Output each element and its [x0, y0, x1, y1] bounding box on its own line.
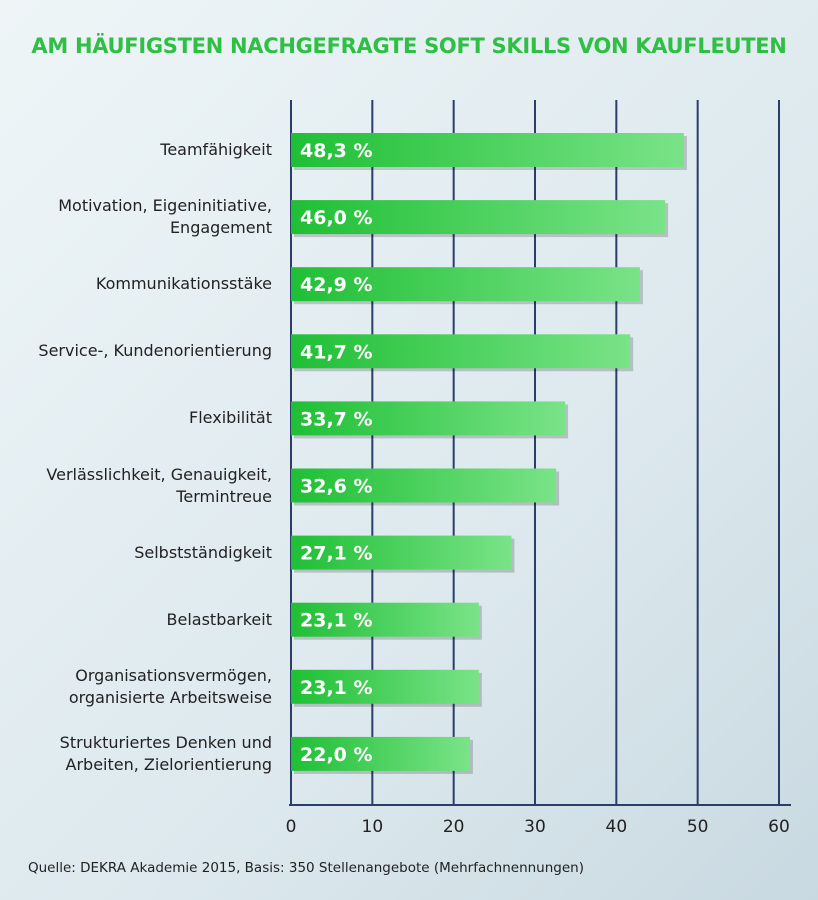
value-label: 22,0 % — [300, 744, 373, 766]
category-label: Selbstständigkeit — [134, 542, 272, 562]
value-label: 27,1 % — [300, 543, 373, 565]
x-tick-label: 20 — [443, 817, 465, 837]
x-tick-label: 50 — [687, 817, 709, 837]
value-label: 48,3 % — [300, 140, 373, 162]
category-label: Organisationsvermögen, organisierte Arbe… — [68, 665, 272, 707]
category-label: Teamfähigkeit — [160, 140, 272, 159]
bar — [291, 133, 684, 167]
bar — [291, 401, 566, 436]
value-label: 23,1 % — [300, 610, 373, 632]
category-label: Kommunikationsstäke — [95, 274, 272, 294]
x-tick-label: 10 — [362, 817, 384, 837]
value-label: 33,7 % — [300, 408, 373, 430]
x-tick-label: 30 — [524, 817, 546, 837]
chart-title: AM HÄUFIGSTEN NACHGEFRAGTE SOFT SKILLS V… — [31, 34, 787, 58]
source-note: Quelle: DEKRA Akademie 2015, Basis: 350 … — [28, 860, 584, 876]
bar — [291, 200, 666, 235]
bar — [291, 468, 557, 503]
value-label: 23,1 % — [300, 677, 373, 699]
category-label: Motivation, Eigeninitiative, Engagement — [58, 196, 272, 238]
value-label: 41,7 % — [300, 341, 373, 363]
value-label: 32,6 % — [300, 476, 373, 498]
x-tick-label: 60 — [768, 817, 790, 837]
category-label: Strukturiertes Denken und Arbeiten, Ziel… — [59, 732, 272, 774]
bar — [291, 535, 512, 570]
category-label: Service-, Kundenorientierung — [38, 341, 272, 361]
value-label: 42,9 % — [300, 274, 373, 296]
category-label: Belastbarkeit — [166, 609, 272, 629]
bar — [291, 669, 479, 704]
bar — [291, 334, 631, 369]
bar — [291, 602, 479, 637]
category-label: Verlässlichkeit, Genauigkeit, Termintreu… — [46, 464, 272, 506]
category-label: Flexibilität — [189, 408, 272, 428]
bar — [291, 267, 640, 302]
x-tick-label: 40 — [606, 817, 628, 837]
bar — [291, 736, 470, 771]
x-tick-label: 0 — [286, 817, 297, 837]
value-label: 46,0 % — [300, 207, 373, 229]
